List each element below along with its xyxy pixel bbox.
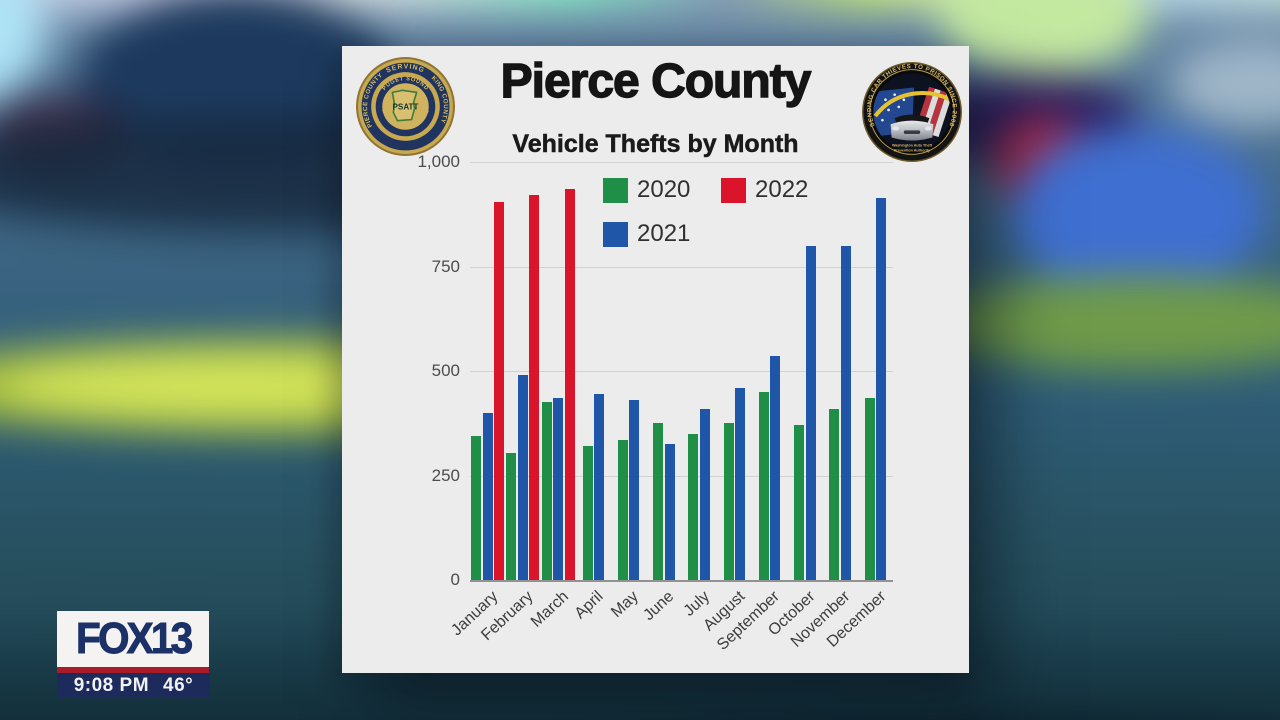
chart-subtitle: Vehicle Thefts by Month (512, 130, 799, 159)
bar-2022-january (494, 201, 505, 580)
psatt-center-text: PSATT (393, 103, 419, 112)
legend-swatch-2020 (603, 178, 628, 203)
gridline-0 (470, 580, 893, 582)
bar-2020-september (758, 391, 769, 580)
station-logo-text: FOX13 (75, 614, 193, 664)
bar-2020-october (794, 425, 805, 580)
bar-2021-april (594, 394, 605, 580)
bar-group-july (682, 162, 717, 580)
bar-2020-june (653, 423, 664, 580)
bar-2021-may (629, 400, 640, 580)
bar-group-september (752, 162, 787, 580)
bar-group-october (787, 162, 822, 580)
bar-2021-march (553, 398, 564, 580)
legend-swatch-2022 (721, 178, 746, 203)
bar-2022-february (529, 195, 540, 580)
bar-2021-september (770, 356, 781, 580)
bar-2021-july (699, 408, 710, 580)
svg-text:SERVING: SERVING (385, 63, 426, 74)
bar-group-january (470, 162, 505, 580)
flag-stars (881, 93, 906, 122)
legend-label-2021: 2021 (637, 220, 691, 247)
bar-2020-march (541, 402, 552, 580)
psatt-badge-logo: PIERCE COUNTY SERVING KING COUNTY WASHIN… (356, 57, 455, 156)
legend-label-2022: 2022 (755, 176, 809, 203)
x-axis-label: May (608, 588, 643, 622)
bar-2020-january (471, 435, 482, 580)
y-axis-label: 750 (431, 256, 460, 276)
yellow-swoosh (873, 91, 951, 118)
bar-2021-august (735, 387, 746, 580)
x-axis-label: April (571, 588, 607, 623)
x-axis-label: March (527, 588, 572, 631)
bar-2021-june (664, 444, 675, 580)
bar-group-december (858, 162, 893, 580)
station-logo-box: FOX13 (57, 611, 209, 667)
bar-2020-november (829, 408, 840, 580)
washington-state-outline (391, 89, 418, 122)
temperature: 46° (163, 674, 194, 696)
gridline-1,000 (470, 162, 893, 163)
y-axis-label: 500 (431, 361, 460, 380)
watpa-badge-logo: SENDING CAR THIEVES TO PRISON SINCE 2008… (862, 62, 962, 162)
bar-group-august (717, 162, 752, 580)
chart-title: Pierce County (500, 54, 812, 108)
bar-2020-december (864, 398, 875, 580)
legend-label-2020: 2020 (637, 176, 691, 203)
bar-group-february (505, 162, 540, 580)
clock-time: 9:08 PM (73, 674, 150, 696)
psatt-arc-top-text: SERVING (385, 63, 425, 74)
bar-2021-december (876, 197, 887, 580)
bar-2022-march (564, 189, 575, 580)
bar-2020-april (582, 446, 593, 580)
bar-2020-may (617, 439, 628, 580)
legend-swatch-2021 (603, 222, 628, 247)
gridline-250 (470, 475, 893, 477)
bar-group-march (541, 162, 576, 580)
bar-group-june (646, 162, 681, 580)
y-axis-label: 1,000 (417, 152, 460, 171)
chart-card: PIERCE COUNTY SERVING KING COUNTY WASHIN… (342, 46, 969, 673)
bar-chart: 0 250 500 750 1,000 January February March April… (342, 46, 969, 673)
bar-2021-october (805, 245, 816, 580)
gridline-500 (470, 371, 893, 372)
x-axis-label: June (640, 588, 678, 625)
bar-2021-january (482, 412, 493, 580)
bar-2020-july (688, 433, 699, 580)
bar-2021-february (517, 375, 528, 580)
station-logo-red-stripe (57, 667, 209, 673)
bar-2020-august (723, 423, 734, 580)
station-time-bar: 9:08 PM 46° (57, 673, 210, 698)
watpa-caption-line1: Washington Auto Theft (892, 144, 933, 148)
watpa-caption-line2: Prevention Authority (894, 148, 931, 152)
gridline-750 (470, 266, 893, 268)
y-axis-label: 250 (431, 465, 460, 485)
bar-group-november (823, 162, 858, 580)
bar-2020-february (506, 452, 517, 580)
bar-2021-november (840, 245, 851, 580)
bar-group-may (611, 162, 646, 580)
bar-group-april (576, 162, 611, 580)
y-axis-label: 0 (450, 570, 460, 589)
